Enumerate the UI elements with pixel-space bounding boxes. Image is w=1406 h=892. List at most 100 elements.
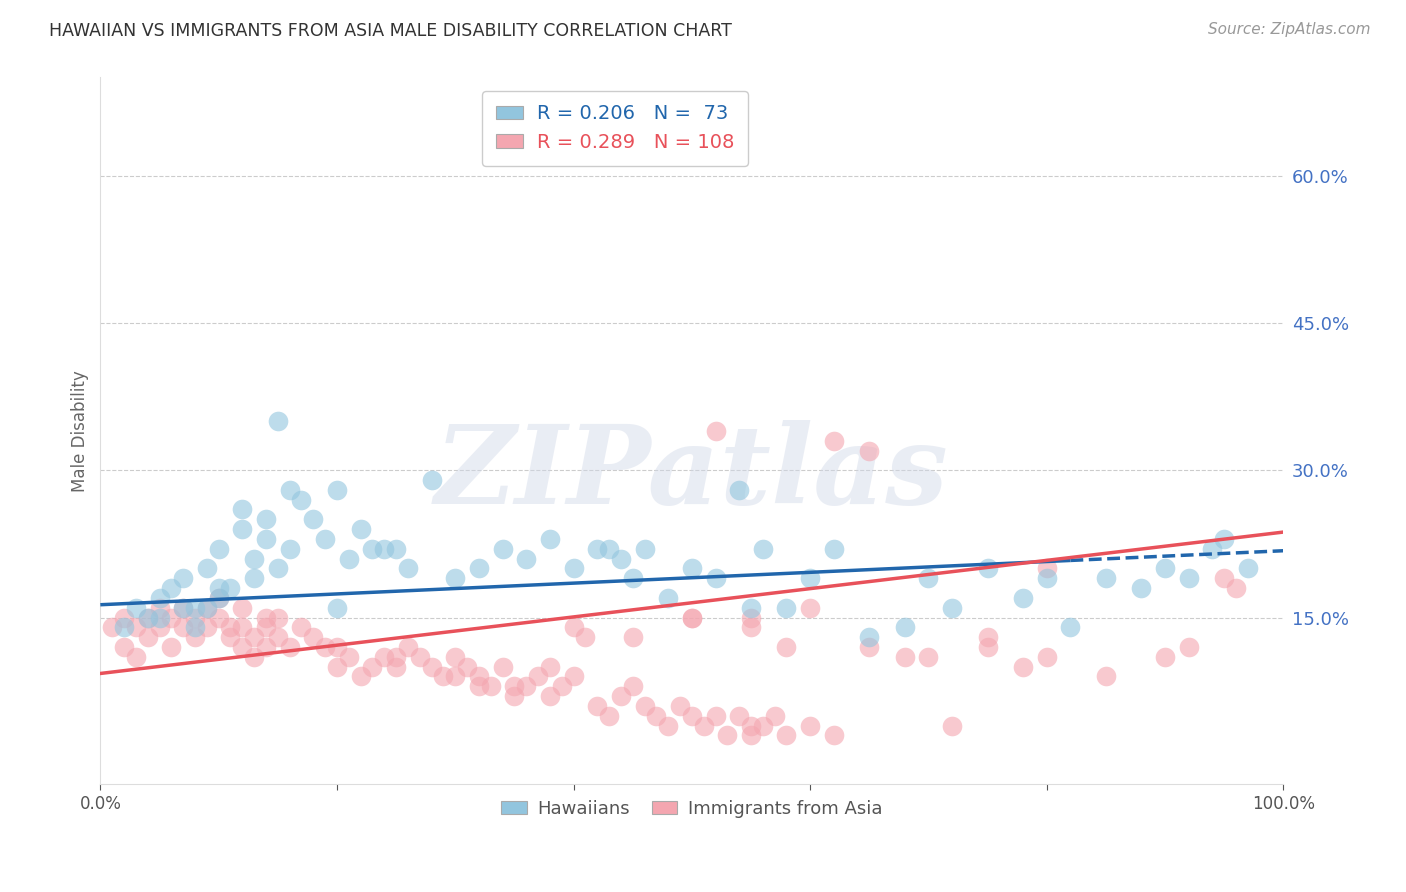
Point: [231, 502, 253, 516]
Point: [976, 630, 998, 644]
Point: [1035, 561, 1057, 575]
Point: [456, 659, 478, 673]
Point: [349, 522, 371, 536]
Point: [716, 728, 738, 742]
Point: [243, 649, 266, 664]
Point: [1237, 561, 1260, 575]
Point: [195, 600, 218, 615]
Point: [278, 541, 301, 556]
Point: [574, 630, 596, 644]
Point: [1059, 620, 1081, 634]
Point: [208, 591, 231, 605]
Point: [562, 561, 585, 575]
Point: [219, 630, 242, 644]
Point: [267, 630, 290, 644]
Point: [385, 541, 408, 556]
Point: [704, 571, 727, 585]
Point: [243, 630, 266, 644]
Point: [858, 630, 880, 644]
Point: [160, 581, 183, 595]
Point: [373, 541, 395, 556]
Point: [799, 571, 821, 585]
Point: [243, 571, 266, 585]
Point: [763, 708, 786, 723]
Point: [208, 541, 231, 556]
Point: [681, 708, 703, 723]
Point: [586, 541, 609, 556]
Point: [112, 640, 135, 654]
Point: [208, 591, 231, 605]
Point: [598, 708, 620, 723]
Point: [326, 659, 349, 673]
Point: [231, 620, 253, 634]
Point: [112, 610, 135, 624]
Point: [125, 649, 148, 664]
Point: [326, 640, 349, 654]
Point: [538, 532, 561, 546]
Point: [704, 708, 727, 723]
Point: [752, 718, 775, 732]
Point: [172, 620, 194, 634]
Point: [208, 581, 231, 595]
Point: [894, 620, 917, 634]
Point: [302, 630, 325, 644]
Point: [633, 698, 655, 713]
Point: [775, 728, 797, 742]
Point: [917, 649, 939, 664]
Point: [823, 728, 845, 742]
Point: [1012, 659, 1035, 673]
Point: [267, 414, 290, 428]
Point: [1012, 591, 1035, 605]
Point: [1225, 581, 1247, 595]
Point: [681, 561, 703, 575]
Point: [941, 600, 963, 615]
Point: [657, 718, 679, 732]
Point: [184, 600, 207, 615]
Point: [681, 610, 703, 624]
Point: [172, 600, 194, 615]
Point: [823, 434, 845, 448]
Point: [740, 610, 762, 624]
Point: [538, 689, 561, 703]
Point: [515, 679, 537, 693]
Point: [254, 610, 277, 624]
Point: [148, 591, 170, 605]
Point: [267, 561, 290, 575]
Point: [314, 532, 336, 546]
Point: [326, 483, 349, 497]
Point: [208, 610, 231, 624]
Text: ZIPatlas: ZIPatlas: [434, 419, 949, 527]
Point: [740, 600, 762, 615]
Point: [515, 551, 537, 566]
Point: [231, 522, 253, 536]
Point: [1154, 649, 1177, 664]
Point: [373, 649, 395, 664]
Point: [1095, 571, 1118, 585]
Point: [420, 659, 443, 673]
Point: [254, 620, 277, 634]
Point: [621, 679, 644, 693]
Point: [184, 610, 207, 624]
Point: [184, 630, 207, 644]
Point: [1035, 649, 1057, 664]
Point: [396, 640, 419, 654]
Point: [740, 728, 762, 742]
Point: [610, 689, 633, 703]
Point: [468, 669, 491, 683]
Point: [538, 659, 561, 673]
Point: [219, 620, 242, 634]
Text: HAWAIIAN VS IMMIGRANTS FROM ASIA MALE DISABILITY CORRELATION CHART: HAWAIIAN VS IMMIGRANTS FROM ASIA MALE DI…: [49, 22, 733, 40]
Point: [586, 698, 609, 713]
Point: [1213, 532, 1236, 546]
Point: [1035, 571, 1057, 585]
Point: [385, 659, 408, 673]
Point: [444, 669, 467, 683]
Point: [503, 689, 526, 703]
Point: [195, 561, 218, 575]
Point: [409, 649, 432, 664]
Point: [385, 649, 408, 664]
Point: [432, 669, 454, 683]
Point: [396, 561, 419, 575]
Point: [337, 649, 360, 664]
Point: [136, 630, 159, 644]
